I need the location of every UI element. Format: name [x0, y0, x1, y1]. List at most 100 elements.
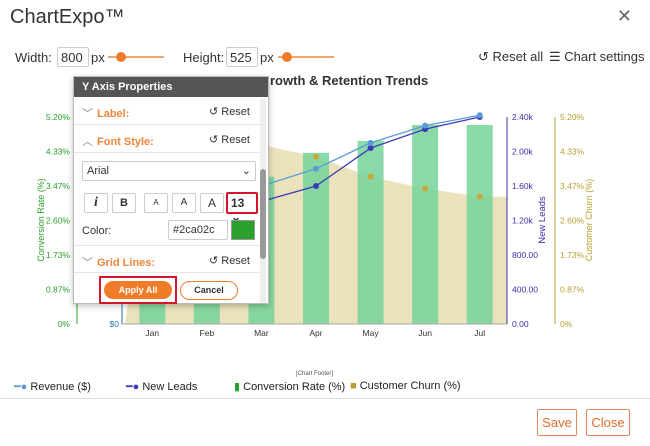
bar-marker-icon: ▮ [234, 381, 241, 393]
font-style-section-title: Font Style: [97, 136, 154, 148]
left-axis-tick-label: 0% [58, 319, 71, 329]
font-size-large-button[interactable]: A [200, 193, 224, 213]
legend-new-leads[interactable]: ━● New Leads [126, 380, 197, 393]
area-marker-icon: ■ [350, 380, 357, 392]
churn-axis-tick-label: 5.20% [560, 112, 585, 122]
settings-sliders-icon: ☰ [549, 49, 561, 64]
font-style-reset-button[interactable]: ↺ Reset [208, 134, 250, 146]
toolbar: Width: px Height: px ↺ Reset all ☰ Chart… [0, 46, 650, 68]
x-axis-tick-label: Jan [145, 328, 159, 338]
color-hex-input[interactable]: #2ca02c [168, 220, 228, 240]
churn-axis-tick-label: 3.47% [560, 181, 585, 191]
chevron-down-icon: ⌄ [231, 210, 242, 224]
churn-axis-tick-label: 2.60% [560, 216, 585, 226]
churn-point [367, 173, 374, 180]
font-style-section[interactable]: ︿ Font Style: ↺ Reset [74, 125, 260, 153]
height-unit: px [260, 50, 274, 65]
legend-conversion[interactable]: ▮ Conversion Rate (%) [234, 380, 345, 393]
label-reset-button[interactable]: ↺ Reset [208, 106, 250, 118]
revenue-point [422, 122, 429, 129]
width-unit: px [91, 50, 105, 65]
bold-button[interactable]: B [112, 193, 136, 213]
reset-icon: ↺ [478, 49, 489, 64]
new-leads-axis-tick-label: 1.60k [512, 181, 534, 191]
grid-lines-section-wrap: ﹀ Grid Lines: ↺ Reset [74, 245, 260, 273]
width-slider[interactable] [108, 52, 164, 62]
new-leads-axis-tick-label: 2.40k [512, 112, 534, 122]
new-leads-point [313, 183, 319, 189]
revenue-axis-tick-label: $0 [110, 319, 120, 329]
left-axis-tick-label: 1.73% [46, 250, 71, 260]
reset-all-label: Reset all [492, 49, 544, 64]
font-size-select[interactable]: 13 ⌄ [226, 192, 258, 224]
chart-settings-button[interactable]: ☰ Chart settings [549, 49, 644, 65]
reset-label: Reset [221, 134, 250, 146]
new-leads-axis-tick-label: 400.00 [512, 285, 538, 295]
x-axis-tick-label: Apr [309, 328, 322, 338]
conversion-bar [466, 124, 493, 324]
width-input[interactable] [57, 47, 89, 67]
churn-axis-tick-label: 0% [560, 319, 573, 329]
italic-button[interactable]: i [84, 193, 108, 213]
panel-title: Y Axis Properties [74, 77, 268, 97]
chevron-down-icon: ⌄ [241, 165, 251, 177]
panel-scrollbar[interactable] [260, 99, 266, 303]
close-button[interactable]: Close [586, 409, 630, 436]
apply-highlight: Apply All [99, 276, 177, 304]
chevron-down-icon: ﹀ [82, 257, 93, 269]
grid-lines-section-title: Grid Lines: [97, 257, 156, 269]
label-section[interactable]: ﹀ Label: ↺ Reset [74, 97, 260, 125]
x-axis-tick-label: Mar [254, 328, 269, 338]
font-size-small-button[interactable]: A [144, 193, 168, 213]
chart-settings-label: Chart settings [564, 49, 645, 64]
width-label: Width: [15, 50, 52, 65]
app-title: ChartExpo™ [10, 6, 125, 28]
font-size-value: 13 [231, 196, 245, 210]
grid-lines-reset-button[interactable]: ↺ Reset [208, 255, 250, 267]
height-input[interactable] [226, 47, 258, 67]
chart-footer[interactable]: [Chart Footer] [296, 371, 334, 377]
legend: ━● Revenue ($) ━● New Leads ▮ Conversion… [0, 376, 540, 396]
left-axis-tick-label: 4.33% [46, 147, 71, 157]
churn-axis-tick-label: 0.87% [560, 285, 585, 295]
y-axis-properties-panel: Y Axis Properties ﹀ Label: ↺ Reset ︿ Font … [73, 76, 269, 304]
new-leads-axis-tick-label: 1.20k [512, 216, 534, 226]
x-axis-tick-label: Jul [474, 328, 485, 338]
font-family-select[interactable]: Arial ⌄ [82, 161, 256, 181]
left-axis-tick-label: 2.60% [46, 216, 71, 226]
color-swatch[interactable] [231, 220, 255, 240]
reset-label: Reset [221, 255, 250, 267]
width-slider-knob[interactable] [116, 52, 126, 62]
save-button[interactable]: Save [537, 409, 577, 436]
chevron-up-icon: ︿ [82, 136, 93, 148]
close-icon[interactable]: ✕ [616, 6, 632, 26]
grid-lines-section[interactable]: ﹀ Grid Lines: ↺ Reset [74, 245, 260, 273]
apply-all-button[interactable]: Apply All [104, 281, 172, 299]
x-axis-tick-label: Jun [418, 328, 432, 338]
churn-point [476, 193, 483, 200]
height-slider-knob[interactable] [282, 52, 292, 62]
legend-churn-label: Customer Churn (%) [359, 380, 461, 392]
font-size-medium-button[interactable]: A [172, 193, 196, 213]
line-marker-icon: ━● [126, 381, 140, 393]
height-slider[interactable] [278, 52, 334, 62]
chart-title: rowth & Retention Trends [270, 73, 428, 88]
revenue-point [313, 165, 319, 172]
color-label: Color: [82, 225, 112, 237]
conversion-bar [303, 152, 329, 324]
new-leads-point [367, 145, 374, 152]
reset-all-button[interactable]: ↺ Reset all [478, 49, 543, 65]
legend-revenue[interactable]: ━● Revenue ($) [14, 380, 91, 393]
legend-churn[interactable]: ■ Customer Churn (%) [350, 380, 461, 392]
left-axis-tick-label: 5.20% [46, 112, 71, 122]
x-axis-tick-label: May [363, 328, 380, 338]
legend-conversion-label: Conversion Rate (%) [243, 381, 346, 393]
legend-new-leads-label: New Leads [142, 381, 198, 393]
conversion-bar [357, 140, 384, 324]
conversion-bar [412, 124, 439, 324]
churn-axis-title: Customer Churn (%) [584, 179, 594, 262]
cancel-button[interactable]: Cancel [180, 281, 238, 300]
scrollbar-thumb[interactable] [260, 169, 266, 259]
chevron-down-icon: ﹀ [82, 108, 93, 120]
